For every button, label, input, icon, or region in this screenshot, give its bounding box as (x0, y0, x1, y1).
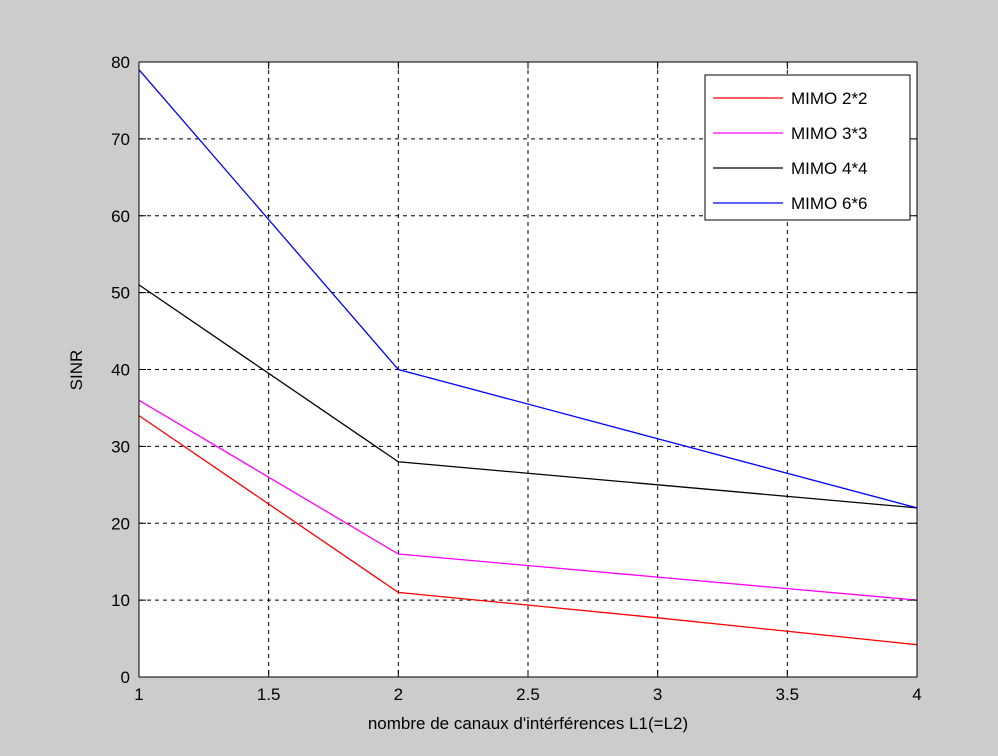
series-line-mimo-2-2 (138, 415, 918, 646)
x-tick-label: 2.5 (516, 685, 540, 704)
y-tick-label: 60 (111, 207, 130, 226)
legend: MIMO 2*2 MIMO 3*3 MIMO 4*4 MIMO 6*6 (704, 74, 911, 221)
legend-label-mimo-2-2: MIMO 2*2 (791, 89, 868, 108)
x-axis-label: nombre de canaux d'intérférences L1(=L2) (368, 714, 688, 733)
y-tick-label: 0 (121, 668, 130, 687)
x-tick-label: 3.5 (776, 685, 800, 704)
x-tick-label: 2 (394, 685, 403, 704)
y-tick-label: 30 (111, 437, 130, 456)
legend-entries: MIMO 2*2 MIMO 3*3 MIMO 4*4 MIMO 6*6 (713, 89, 868, 213)
legend-label-mimo-6-6: MIMO 6*6 (791, 194, 868, 213)
y-axis-label: SINR (67, 350, 86, 391)
y-tick-label: 20 (111, 514, 130, 533)
series-line-mimo-3-3 (138, 399, 918, 601)
x-tick-label: 4 (912, 685, 921, 704)
y-tick-label: 70 (111, 130, 130, 149)
legend-box (704, 74, 911, 221)
legend-label-mimo-4-4: MIMO 4*4 (791, 159, 868, 178)
series-lines (138, 69, 918, 646)
x-tick-label: 1 (134, 685, 143, 704)
series-line-mimo-4-4 (138, 284, 918, 509)
y-tick-label: 10 (111, 591, 130, 610)
y-tick-label: 80 (111, 53, 130, 72)
y-tick-label: 50 (111, 284, 130, 303)
legend-label-mimo-3-3: MIMO 3*3 (791, 124, 868, 143)
x-tick-label: 3 (653, 685, 662, 704)
x-tick-label: 1.5 (257, 685, 281, 704)
series-line-mimo-6-6 (138, 69, 918, 509)
y-tick-label: 40 (111, 361, 130, 380)
